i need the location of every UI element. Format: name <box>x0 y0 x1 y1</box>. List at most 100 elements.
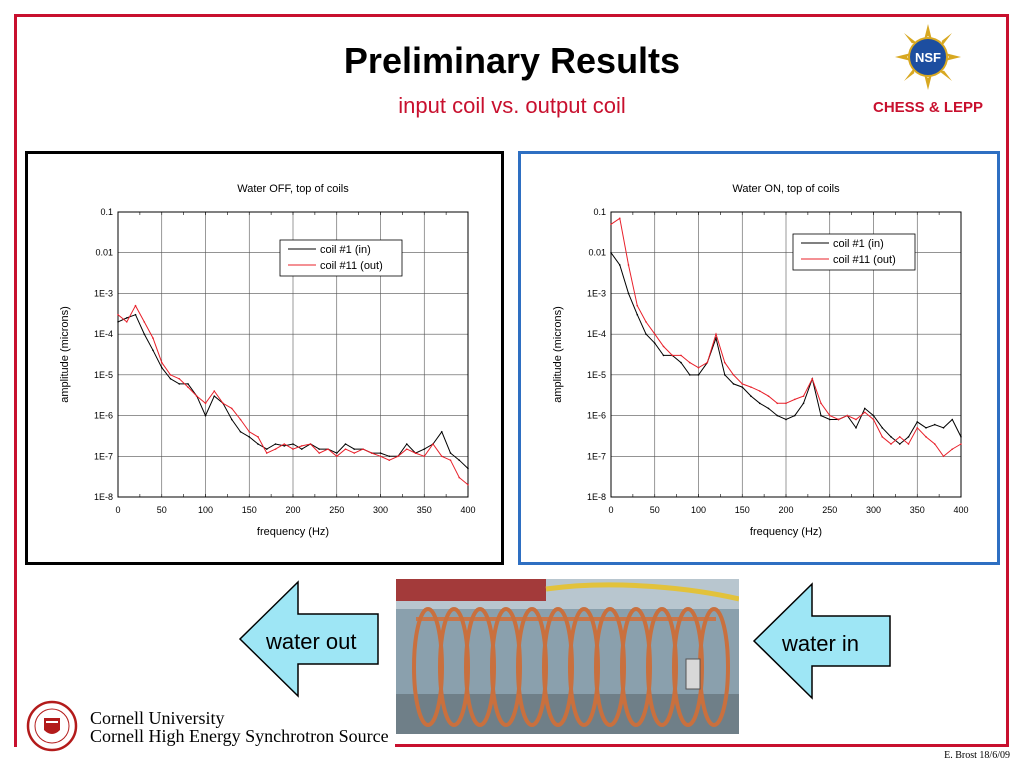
data-point <box>750 395 752 397</box>
x-tick-label: 0 <box>608 505 613 515</box>
data-point <box>872 418 875 421</box>
data-point <box>636 304 639 307</box>
slide-frame-bottom <box>395 744 1009 747</box>
x-tick-label: 250 <box>822 505 837 515</box>
data-point <box>793 398 796 401</box>
y-tick-label: 1E-4 <box>587 329 606 339</box>
slide-frame-left <box>14 14 17 747</box>
data-point <box>213 390 216 392</box>
data-point <box>467 483 469 486</box>
data-point <box>627 264 630 266</box>
chart-panel-water-on: Water ON, top of coils 0 50 100 150 200 250 300… <box>518 151 1000 565</box>
water-out-arrow-icon <box>238 580 379 698</box>
data-point <box>828 418 831 421</box>
data-point <box>283 443 286 445</box>
data-point <box>811 378 814 380</box>
legend-box <box>792 233 916 271</box>
x-tick-label: 50 <box>650 505 660 515</box>
legend-label: coil #11 (out) <box>833 254 896 266</box>
data-point <box>680 361 682 364</box>
data-point <box>863 407 866 410</box>
data-point <box>309 443 312 445</box>
data-point <box>274 448 277 450</box>
data-point <box>414 452 417 454</box>
data-point <box>960 443 962 445</box>
data-point <box>388 455 391 458</box>
data-point <box>767 395 770 397</box>
data-point <box>467 467 469 470</box>
data-point <box>776 402 779 405</box>
y-axis-label: amplitude (microns) <box>59 306 71 403</box>
legend-label: coil #1 (in) <box>833 238 884 250</box>
org-label: CHESS & LEPP <box>872 99 984 116</box>
data-point <box>706 361 709 364</box>
data-point <box>222 402 224 405</box>
data-point <box>907 436 910 438</box>
data-point <box>723 361 726 364</box>
data-point <box>152 337 154 339</box>
data-point <box>610 223 612 226</box>
y-tick-label: 1E-8 <box>587 492 606 502</box>
data-point <box>327 448 329 450</box>
data-point <box>951 448 954 450</box>
data-point <box>187 386 189 388</box>
data-point <box>715 337 717 339</box>
data-point <box>440 430 443 433</box>
legend-box <box>279 239 403 277</box>
data-point <box>379 455 382 458</box>
data-point <box>688 361 691 364</box>
y-tick-label: 0.1 <box>593 207 606 217</box>
data-point <box>890 436 892 438</box>
nsf-logo-icon: NSF <box>895 24 961 90</box>
data-point <box>125 317 128 319</box>
data-point <box>688 374 691 376</box>
data-point <box>767 407 770 410</box>
x-tick-label: 150 <box>242 505 257 515</box>
data-point <box>213 395 216 397</box>
data-point <box>344 448 347 450</box>
data-point <box>723 374 726 376</box>
data-point <box>274 443 277 445</box>
data-point <box>662 345 665 348</box>
data-point <box>653 333 656 335</box>
data-point <box>423 455 426 458</box>
data-point <box>820 414 822 417</box>
data-point <box>907 443 910 445</box>
y-tick-label: 1E-5 <box>587 370 606 380</box>
data-point <box>265 452 268 454</box>
data-point <box>916 427 919 429</box>
slide-subtitle: input coil vs. output coil <box>398 93 626 118</box>
data-point <box>890 443 892 445</box>
y-tick-label: 1E-8 <box>94 492 113 502</box>
data-point <box>117 313 119 316</box>
x-tick-label: 150 <box>735 505 750 515</box>
data-point <box>881 427 884 429</box>
data-point <box>951 418 954 421</box>
data-point <box>925 427 927 429</box>
x-tick-label: 0 <box>115 505 120 515</box>
data-point <box>449 459 452 462</box>
data-point <box>758 390 761 392</box>
data-point <box>855 418 857 421</box>
data-point <box>117 321 119 323</box>
data-point <box>610 251 612 254</box>
data-point <box>697 374 700 376</box>
x-tick-label: 50 <box>157 505 167 515</box>
data-point <box>318 452 321 454</box>
data-point <box>187 383 189 385</box>
data-point <box>732 374 735 376</box>
data-point <box>379 452 382 454</box>
data-point <box>925 436 927 438</box>
y-tick-label: 1E-5 <box>94 370 113 380</box>
y-tick-label: 1E-6 <box>94 411 113 421</box>
y-tick-label: 1E-7 <box>94 451 113 461</box>
data-point <box>758 402 761 405</box>
data-point <box>160 361 163 364</box>
data-point <box>697 366 700 369</box>
data-point <box>143 333 146 335</box>
data-point <box>353 452 356 454</box>
chart-water-on: Water ON, top of coils 0 50 100 150 200 250 300… <box>552 183 969 538</box>
cornell-university-name: Cornell University <box>90 708 225 728</box>
y-tick-label: 0.1 <box>100 207 113 217</box>
chess-name: Cornell High Energy Synchrotron Source <box>90 726 389 746</box>
